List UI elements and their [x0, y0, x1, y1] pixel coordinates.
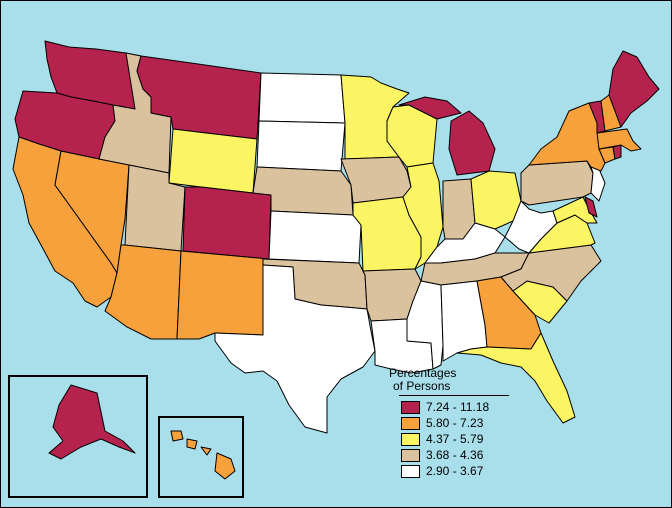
legend-swatch: [401, 416, 420, 430]
state-MD[interactable]: [552, 196, 598, 224]
legend-label: 5.80 - 7.23: [426, 416, 484, 430]
hawaii-inset-frame: [158, 416, 244, 498]
legend-divider: [399, 395, 509, 396]
state-TX[interactable]: [214, 264, 376, 434]
state-NJ[interactable]: [590, 166, 606, 202]
legend-title-line2: of Persons: [393, 379, 451, 393]
state-WY[interactable]: [168, 128, 258, 194]
alaska-inset-frame: [8, 375, 148, 498]
state-ME[interactable]: [608, 50, 660, 128]
state-NM[interactable]: [176, 250, 270, 340]
state-RI[interactable]: [612, 144, 622, 160]
legend-label: 7.24 - 11.18: [426, 400, 490, 414]
legend-item: 2.90 - 3.67: [401, 463, 521, 479]
legend-swatch: [401, 432, 420, 446]
legend: Percentages of Persons 7.24 - 11.18 5.80…: [389, 367, 521, 479]
state-IL[interactable]: [402, 162, 444, 270]
state-NC[interactable]: [500, 244, 602, 302]
state-KS[interactable]: [268, 210, 362, 264]
state-WI[interactable]: [386, 104, 438, 168]
legend-label: 3.68 - 4.36: [426, 448, 484, 462]
legend-title: Percentages of Persons: [389, 367, 521, 393]
state-ND[interactable]: [258, 72, 346, 124]
legend-label: 2.90 - 3.67: [426, 464, 484, 478]
legend-swatch: [401, 448, 420, 462]
state-DE[interactable]: [584, 196, 598, 218]
state-FL[interactable]: [456, 332, 576, 424]
legend-label: 4.37 - 5.79: [426, 432, 484, 446]
state-CO[interactable]: [182, 186, 272, 260]
state-MA[interactable]: [596, 128, 642, 152]
legend-item: 5.80 - 7.23: [401, 415, 521, 431]
state-MI[interactable]: [398, 96, 496, 176]
state-MS[interactable]: [406, 280, 444, 370]
legend-item: 7.24 - 11.18: [401, 399, 521, 415]
state-VT[interactable]: [588, 100, 606, 134]
legend-item: 4.37 - 5.79: [401, 431, 521, 447]
legend-item: 3.68 - 4.36: [401, 447, 521, 463]
state-SD[interactable]: [256, 120, 346, 172]
legend-swatch: [401, 464, 420, 478]
state-HI[interactable]: [170, 430, 236, 480]
legend-title-line1: Percentages: [389, 366, 457, 380]
state-AK[interactable]: [48, 384, 136, 460]
legend-swatch: [401, 400, 420, 414]
state-MT[interactable]: [136, 55, 262, 140]
